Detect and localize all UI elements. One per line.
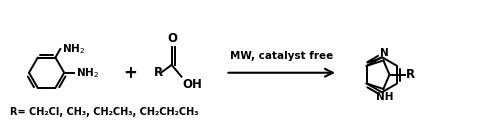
- Text: R: R: [154, 66, 163, 79]
- Text: O: O: [168, 32, 178, 45]
- Text: N: N: [380, 47, 389, 58]
- Text: NH: NH: [376, 92, 393, 102]
- Text: R: R: [406, 68, 415, 81]
- Text: R= CH₂Cl, CH₃, CH₂CH₃, CH₂CH₂CH₃: R= CH₂Cl, CH₃, CH₂CH₃, CH₂CH₂CH₃: [10, 107, 199, 117]
- Text: MW, catalyst free: MW, catalyst free: [230, 51, 333, 61]
- Text: NH$_2$: NH$_2$: [62, 42, 85, 56]
- Text: OH: OH: [183, 78, 202, 91]
- Text: +: +: [124, 64, 137, 82]
- Text: NH$_2$: NH$_2$: [76, 66, 99, 80]
